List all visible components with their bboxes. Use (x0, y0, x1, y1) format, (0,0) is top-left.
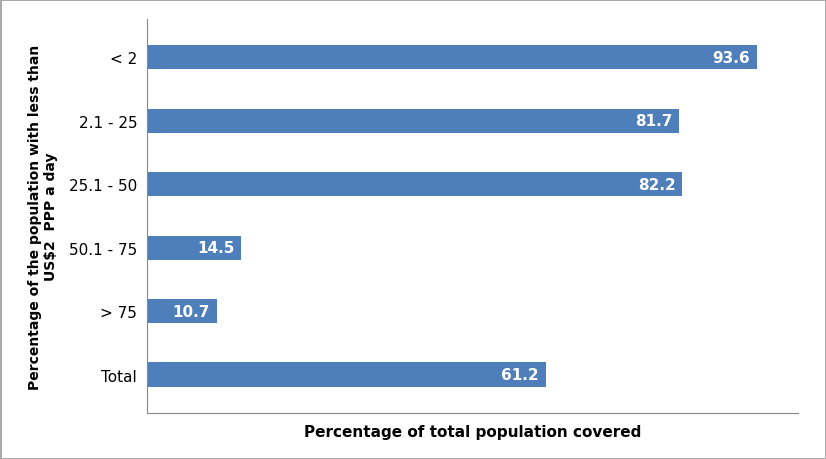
Bar (147, 363, 546, 387)
X-axis label: Percentage of total population covered: Percentage of total population covered (304, 424, 641, 439)
Text: 61.2: 61.2 (501, 367, 539, 382)
Bar (147, 299, 216, 324)
Text: 81.7: 81.7 (635, 114, 672, 129)
Y-axis label: Percentage of the population with less than
US$2  PPP a day: Percentage of the population with less t… (27, 44, 58, 389)
Bar (147, 110, 679, 134)
Bar (147, 236, 241, 260)
Bar (147, 173, 682, 197)
Text: 93.6: 93.6 (713, 51, 750, 66)
Bar (147, 46, 757, 70)
Text: 10.7: 10.7 (173, 304, 210, 319)
Text: 14.5: 14.5 (197, 241, 235, 256)
Text: 82.2: 82.2 (638, 177, 676, 192)
